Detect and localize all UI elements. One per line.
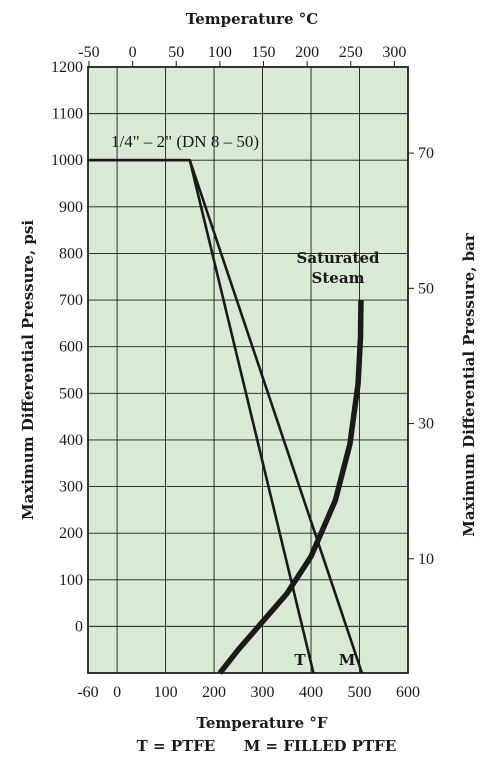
top-tick-label: 150 xyxy=(252,44,276,61)
right-tick-label: 70 xyxy=(418,145,434,162)
x-tick-label: 600 xyxy=(396,684,420,701)
series-label-T: T xyxy=(294,651,306,669)
y-tick-label: 100 xyxy=(59,572,83,589)
x-tick-label: 500 xyxy=(348,684,372,701)
plot-border xyxy=(87,66,409,674)
x-tick-label: -60 xyxy=(77,684,98,701)
top-tick-label: 100 xyxy=(208,44,232,61)
x-tick-label: 200 xyxy=(202,684,226,701)
plot-area xyxy=(87,66,409,674)
y-tick-label: 200 xyxy=(59,525,83,542)
steam-label-line2: Steam xyxy=(312,269,365,287)
top-axis-title: Temperature °C xyxy=(186,10,319,28)
legend-M: M = FILLED PTFE xyxy=(244,737,397,755)
x-tick-label: 0 xyxy=(113,684,121,701)
series-M-line xyxy=(88,158,364,674)
saturated-steam-curve xyxy=(217,300,364,675)
top-tick-label: 0 xyxy=(129,44,137,61)
y-tick-label: 0 xyxy=(75,618,83,635)
top-tick-label: 200 xyxy=(295,44,319,61)
steam-label-line1: Saturated xyxy=(297,249,380,267)
y-tick-label: 1200 xyxy=(51,59,83,76)
bottom-axis-title: Temperature °F xyxy=(196,714,328,732)
series-lines xyxy=(88,158,364,675)
right-tick-label: 50 xyxy=(418,280,434,297)
top-tick-label: 50 xyxy=(168,44,184,61)
top-tick-label: -50 xyxy=(78,44,99,61)
grid-lines xyxy=(88,67,408,673)
x-tick-label: 400 xyxy=(299,684,323,701)
y-tick-label: 800 xyxy=(59,245,83,262)
series-label-M: M xyxy=(339,651,356,669)
right-tick-label: 10 xyxy=(418,551,434,568)
x-tick-label: 300 xyxy=(251,684,275,701)
left-axis-title: Maximum Differential Pressure, psi xyxy=(19,220,37,520)
right-tick-label: 30 xyxy=(418,416,434,433)
tick-labels: -60 0 100 200 300 400 500 600010020030040050060… xyxy=(51,44,434,701)
x-tick-label: 100 xyxy=(154,684,178,701)
size-annotation: 1/4" – 2" (DN 8 – 50) xyxy=(111,132,259,151)
y-tick-label: 400 xyxy=(59,432,83,449)
y-tick-label: 1100 xyxy=(52,106,83,123)
top-tick-label: 250 xyxy=(339,44,363,61)
y-tick-label: 300 xyxy=(59,479,83,496)
y-tick-label: 1000 xyxy=(51,152,83,169)
legend-T: T = PTFE xyxy=(137,737,216,755)
right-axis-title: Maximum Differential Pressure, bar xyxy=(460,232,478,537)
top-tick-label: 300 xyxy=(382,44,406,61)
y-tick-label: 900 xyxy=(59,199,83,216)
y-tick-label: 600 xyxy=(59,339,83,356)
y-tick-label: 500 xyxy=(59,385,83,402)
y-tick-label: 700 xyxy=(59,292,83,309)
